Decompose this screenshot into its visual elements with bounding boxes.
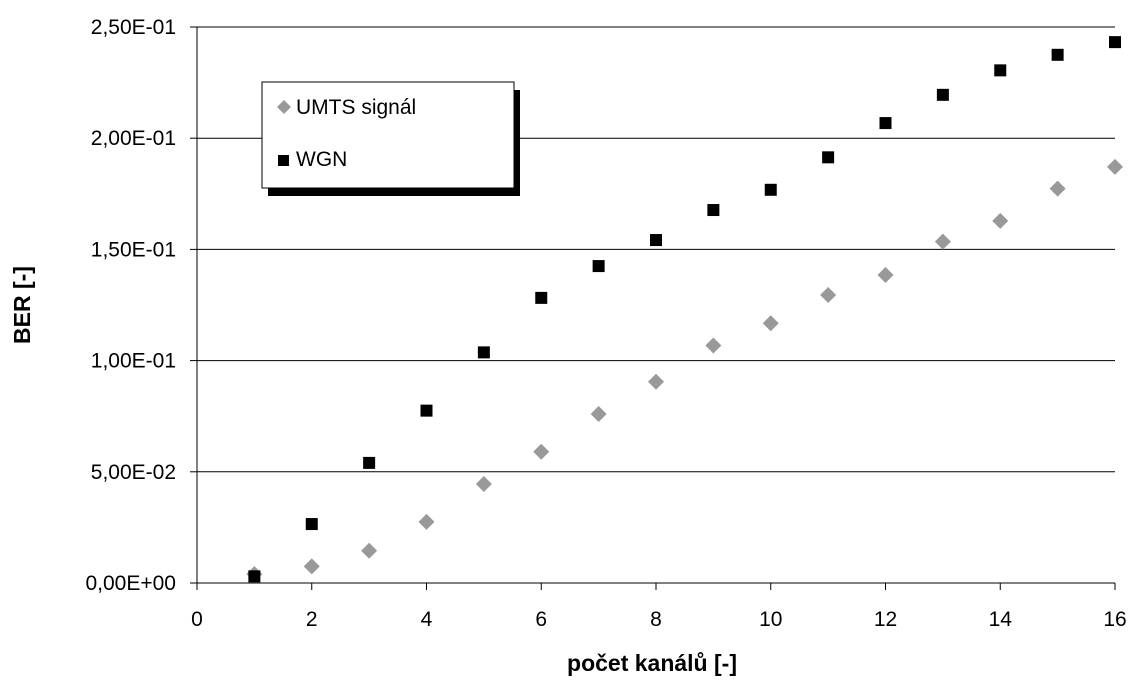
wgn-point-9: [707, 204, 720, 217]
x-tick-labels: 0 2 4 6 8 10 12 14 16: [191, 608, 1127, 631]
wgn-point-2: [305, 518, 318, 531]
legend: UMTS signál WGN: [261, 81, 520, 196]
data-points: [246, 36, 1123, 583]
wgn-point-3: [363, 456, 376, 469]
umts-point-8: [648, 373, 664, 390]
y-tick-label-4: 2,00E-01: [91, 127, 176, 150]
wgn-point-13: [936, 88, 949, 101]
umts-point-2: [303, 558, 320, 575]
y-tick-label-5: 2,50E-01: [91, 16, 176, 39]
y-axis-title: BER [-]: [9, 266, 35, 344]
x-tick-label-8: 16: [1103, 608, 1126, 631]
y-tick-label-0: 0,00E+00: [85, 572, 176, 595]
x-tick-label-6: 12: [874, 608, 897, 631]
umts-point-16: [1107, 158, 1123, 175]
x-tick-label-7: 14: [989, 608, 1013, 631]
x-tick-label-5: 10: [759, 608, 782, 631]
umts-point-10: [762, 315, 779, 332]
x-tick-label-1: 2: [306, 608, 318, 631]
wgn-point-8: [650, 234, 662, 247]
x-tick-label-3: 6: [535, 608, 547, 631]
umts-point-12: [877, 266, 894, 283]
umts-point-4: [418, 513, 435, 530]
y-tick-label-3: 1,50E-01: [91, 238, 176, 261]
wgn-point-10: [764, 183, 777, 196]
umts-point-6: [533, 443, 550, 460]
umts-point-13: [934, 233, 951, 250]
x-axis-title: počet kanálů [-]: [567, 650, 737, 676]
y-tick-label-2: 1,00E-01: [91, 350, 176, 373]
umts-point-14: [992, 212, 1009, 229]
wgn-point-15: [1051, 48, 1064, 61]
wgn-point-7: [592, 260, 605, 273]
y-tick-labels: 0,00E+00 5,00E-02 1,00E-01 1,50E-01 2,00E-01…: [85, 16, 176, 595]
wgn-point-14: [994, 64, 1007, 77]
x-tick-label-4: 8: [650, 608, 662, 631]
y-tick-label-1: 5,00E-02: [91, 461, 176, 484]
wgn-point-6: [535, 291, 548, 304]
legend-box: [261, 81, 515, 189]
umts-point-3: [361, 542, 378, 559]
umts-point-9: [705, 337, 722, 354]
umts-point-15: [1049, 180, 1066, 197]
legend-square-icon: [278, 155, 289, 166]
wgn-point-4: [420, 404, 433, 417]
wgn-point-11: [822, 151, 835, 164]
legend-label-wgn: WGN: [296, 148, 347, 171]
wgn-point-12: [879, 117, 892, 130]
legend-diamond-icon: [277, 100, 291, 114]
wgn-point-16: [1109, 36, 1121, 49]
umts-point-7: [590, 405, 607, 422]
legend-label-umts: UMTS signál: [296, 96, 416, 119]
umts-point-11: [820, 286, 837, 303]
wgn-point-5: [477, 346, 490, 359]
x-tick-label-2: 4: [421, 608, 433, 631]
umts-point-5: [475, 476, 492, 493]
axes: [190, 26, 1116, 590]
wgn-point-1: [248, 570, 261, 583]
x-tick-label-0: 0: [191, 608, 203, 631]
